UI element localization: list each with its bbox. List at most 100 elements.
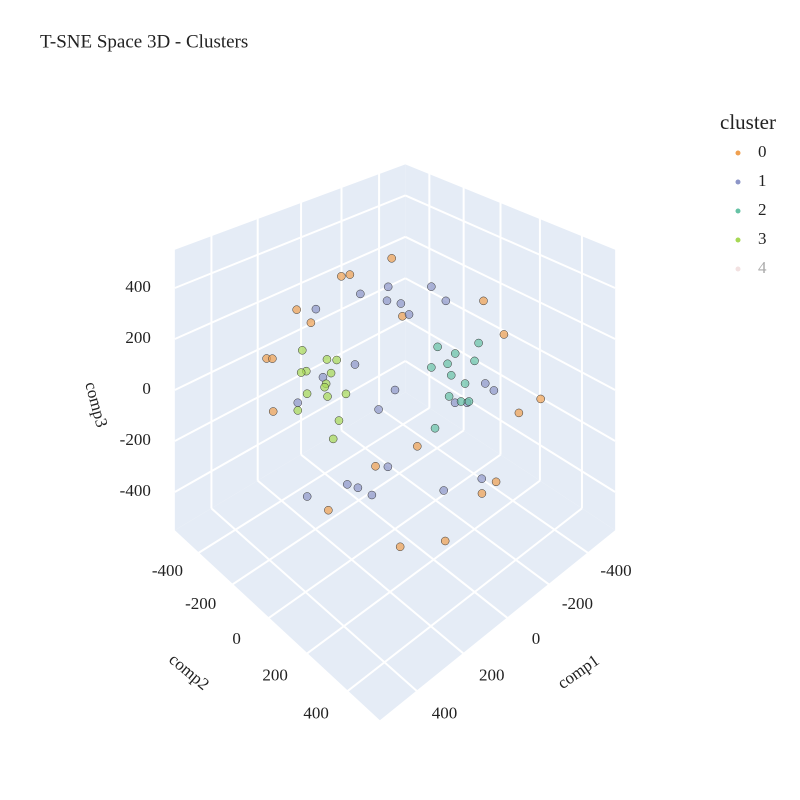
point	[323, 392, 332, 401]
y-tick-label: 400	[303, 704, 329, 723]
x-tick-label: -400	[600, 561, 631, 580]
point	[499, 330, 509, 339]
point	[293, 398, 303, 408]
point	[464, 397, 474, 406]
point	[345, 270, 355, 279]
point	[536, 394, 545, 404]
point	[334, 416, 344, 425]
point	[341, 389, 351, 399]
legend-title: cluster	[720, 110, 776, 134]
point	[395, 542, 405, 552]
legend-marker[interactable]	[735, 266, 741, 272]
grid-line	[174, 194, 406, 289]
scene-walls	[174, 164, 616, 721]
point	[450, 349, 460, 358]
grid-line	[174, 235, 406, 340]
y-tick-label: -400	[152, 561, 183, 580]
legend-label[interactable]: 0	[758, 142, 767, 161]
grid-line	[404, 235, 616, 340]
point	[446, 371, 456, 380]
point	[387, 254, 396, 263]
wall-y	[174, 164, 406, 531]
grid-line	[404, 360, 616, 493]
z-tick-label: 200	[125, 328, 151, 347]
floor	[174, 392, 616, 721]
y-tick-label: 200	[262, 665, 288, 684]
x-tick-label: 0	[532, 629, 541, 648]
x-tick-label: -200	[562, 594, 593, 613]
point	[343, 480, 352, 489]
point	[356, 289, 365, 299]
point	[441, 296, 451, 306]
grid-line	[174, 277, 406, 391]
point	[440, 536, 450, 546]
point	[322, 355, 332, 364]
point	[514, 408, 524, 418]
point	[383, 462, 393, 472]
legend-marker[interactable]	[735, 150, 741, 156]
grid-line	[174, 360, 406, 493]
point	[444, 392, 454, 401]
point	[430, 424, 440, 433]
point	[292, 305, 301, 314]
point	[311, 304, 321, 314]
point	[268, 354, 277, 363]
point	[350, 360, 360, 369]
point	[353, 483, 363, 493]
legend-marker[interactable]	[735, 208, 741, 214]
point	[456, 397, 466, 406]
point	[477, 489, 487, 498]
y-tick-label: 0	[232, 629, 241, 648]
z-tick-label: -200	[120, 430, 151, 449]
point	[433, 342, 442, 352]
grid-line	[404, 194, 616, 289]
legend-label[interactable]: 3	[758, 229, 767, 248]
legend-label[interactable]: 1	[758, 171, 767, 190]
legend-marker[interactable]	[735, 179, 741, 185]
point	[268, 407, 278, 416]
point	[396, 299, 406, 308]
point	[298, 346, 307, 355]
grid-line	[404, 277, 616, 391]
point	[383, 282, 393, 292]
point	[427, 282, 436, 291]
point	[390, 385, 400, 395]
legend-label[interactable]: 2	[758, 200, 767, 219]
z-axis-title: comp3	[81, 380, 111, 430]
chart-title: T-SNE Space 3D - Clusters	[40, 31, 248, 52]
point	[367, 490, 377, 500]
point	[328, 434, 338, 444]
point	[477, 474, 487, 483]
grid-line	[257, 479, 465, 655]
points	[262, 254, 545, 552]
point	[404, 310, 414, 319]
point	[324, 505, 333, 515]
point	[443, 359, 452, 369]
point	[491, 477, 501, 487]
grid-line	[231, 429, 465, 586]
point	[302, 492, 312, 501]
point	[382, 296, 392, 305]
grid-line	[267, 453, 502, 620]
x-tick-label: 200	[479, 665, 505, 684]
legend-marker[interactable]	[735, 237, 741, 243]
legend-label[interactable]: 4	[758, 258, 767, 277]
point	[439, 486, 448, 495]
point	[296, 368, 306, 377]
grid-line	[404, 318, 616, 442]
point	[474, 338, 483, 348]
point	[302, 389, 312, 398]
point	[332, 355, 341, 365]
z-tick-label: 400	[125, 277, 151, 296]
grid-line	[210, 507, 418, 693]
y-tick-label: -200	[185, 594, 216, 613]
z-tick-label: 0	[142, 379, 151, 398]
point	[306, 318, 316, 327]
point	[470, 356, 479, 366]
x-tick-label: 400	[432, 704, 458, 723]
point	[374, 405, 383, 414]
z-tick-label: -400	[120, 481, 151, 500]
point	[480, 379, 490, 388]
point	[371, 462, 380, 471]
